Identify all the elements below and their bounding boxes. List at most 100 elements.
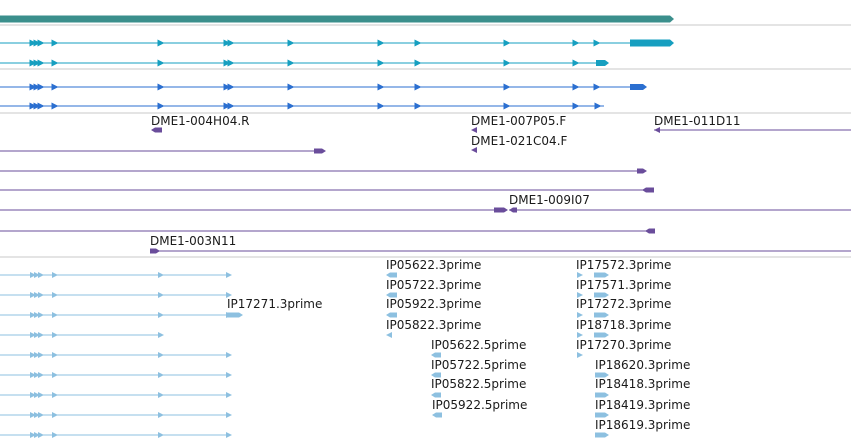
strand-arrow xyxy=(34,352,40,358)
feature-label[interactable]: IP17271.3prime xyxy=(227,297,323,311)
strand-arrow xyxy=(386,332,392,338)
strand-arrow xyxy=(223,39,231,47)
exon-block[interactable] xyxy=(630,39,674,47)
strand-arrow xyxy=(572,102,580,110)
feature-label[interactable]: IP18620.3prime xyxy=(595,358,691,372)
strand-arrow xyxy=(38,372,44,378)
strand-arrow xyxy=(503,83,511,91)
exon-block[interactable] xyxy=(494,207,508,213)
strand-arrow xyxy=(38,292,44,298)
strand-arrow xyxy=(52,372,58,378)
feature-label[interactable]: IP05822.5prime xyxy=(431,377,527,391)
feature-label[interactable]: IP05922.5prime xyxy=(432,398,528,412)
strand-arrow xyxy=(223,83,231,91)
strand-arrow xyxy=(51,83,59,91)
exon-block[interactable] xyxy=(386,292,397,298)
feature-label[interactable]: IP17572.3prime xyxy=(576,258,672,272)
feature-label[interactable]: IP18718.3prime xyxy=(576,318,672,332)
exon-block[interactable] xyxy=(150,248,160,254)
strand-arrow xyxy=(471,127,477,133)
exon-block[interactable] xyxy=(432,412,442,418)
exon-block[interactable] xyxy=(595,372,609,378)
strand-arrow xyxy=(52,352,58,358)
feature-label[interactable]: IP17272.3prime xyxy=(576,297,672,311)
strand-arrow xyxy=(52,392,58,398)
strand-arrow xyxy=(226,392,232,398)
feature-label[interactable]: IP18418.3prime xyxy=(595,377,691,391)
strand-arrow xyxy=(226,372,232,378)
strand-arrow xyxy=(38,352,44,358)
feature-label[interactable]: IP17571.3prime xyxy=(576,278,672,292)
feature-label[interactable]: DME1-011D11 xyxy=(654,114,741,128)
feature-label[interactable]: IP05722.5prime xyxy=(431,358,527,372)
exon-block[interactable] xyxy=(595,412,609,418)
exon-block[interactable] xyxy=(151,127,162,133)
exon-block[interactable] xyxy=(386,272,397,278)
feature-label[interactable]: IP05622.5prime xyxy=(431,338,527,352)
strand-arrow xyxy=(52,432,58,438)
strand-arrow xyxy=(158,292,164,298)
exon-block[interactable] xyxy=(594,272,609,278)
strand-arrow xyxy=(158,272,164,278)
exon-block[interactable] xyxy=(595,392,609,398)
strand-arrow xyxy=(34,292,40,298)
strand-arrow xyxy=(30,272,36,278)
strand-arrow xyxy=(572,83,580,91)
exon-block[interactable] xyxy=(226,312,243,318)
strand-arrow xyxy=(33,59,41,67)
strand-arrow xyxy=(577,272,583,278)
feature-label[interactable]: IP05722.3prime xyxy=(386,278,482,292)
feature-label[interactable]: DME1-004H04.R xyxy=(151,114,250,128)
feature-label[interactable]: IP05922.3prime xyxy=(386,297,482,311)
strand-arrow xyxy=(34,392,40,398)
feature-label[interactable]: DME1-009I07 xyxy=(509,193,590,207)
exon-block[interactable] xyxy=(630,84,647,90)
strand-arrow xyxy=(158,332,164,338)
strand-arrow xyxy=(593,83,601,91)
exon-block[interactable] xyxy=(594,312,609,318)
exon-block[interactable] xyxy=(0,15,674,23)
exon-block[interactable] xyxy=(594,332,609,338)
exon-block[interactable] xyxy=(431,392,441,398)
strand-arrow xyxy=(158,312,164,318)
feature-label[interactable]: DME1-007P05.F xyxy=(471,114,567,128)
strand-arrow xyxy=(577,312,583,318)
strand-arrow xyxy=(38,412,44,418)
strand-arrow xyxy=(51,102,59,110)
strand-arrow xyxy=(377,83,385,91)
feature-label[interactable]: IP18619.3prime xyxy=(595,418,691,432)
exon-block[interactable] xyxy=(594,292,609,298)
exon-block[interactable] xyxy=(645,228,655,234)
strand-arrow xyxy=(287,39,295,47)
feature-label[interactable]: IP05822.3prime xyxy=(386,318,482,332)
strand-arrow xyxy=(503,102,511,110)
feature-label[interactable]: DME1-021C04.F xyxy=(471,134,568,148)
feature-label[interactable]: IP17270.3prime xyxy=(576,338,672,352)
exon-block[interactable] xyxy=(431,372,441,378)
strand-arrow xyxy=(572,39,580,47)
exon-block[interactable] xyxy=(509,207,517,213)
strand-arrow xyxy=(157,39,165,47)
feature-label[interactable]: DME1-003N11 xyxy=(150,234,237,248)
exon-block[interactable] xyxy=(431,352,441,358)
strand-arrow xyxy=(37,59,45,67)
strand-arrow xyxy=(227,83,235,91)
exon-block[interactable] xyxy=(596,60,609,66)
exon-block[interactable] xyxy=(386,312,397,318)
strand-arrow xyxy=(377,102,385,110)
feature-label[interactable]: IP18419.3prime xyxy=(595,398,691,412)
feature-label[interactable]: IP05622.3prime xyxy=(386,258,482,272)
strand-arrow xyxy=(593,39,601,47)
strand-arrow xyxy=(38,272,44,278)
exon-block[interactable] xyxy=(637,168,647,174)
strand-arrow xyxy=(577,332,583,338)
exon-block[interactable] xyxy=(595,432,609,438)
strand-arrow xyxy=(33,39,41,47)
strand-arrow xyxy=(226,412,232,418)
exon-block[interactable] xyxy=(642,187,654,193)
exon-block[interactable] xyxy=(314,148,326,154)
strand-arrow xyxy=(577,292,583,298)
strand-arrow xyxy=(377,39,385,47)
strand-arrow xyxy=(30,392,36,398)
